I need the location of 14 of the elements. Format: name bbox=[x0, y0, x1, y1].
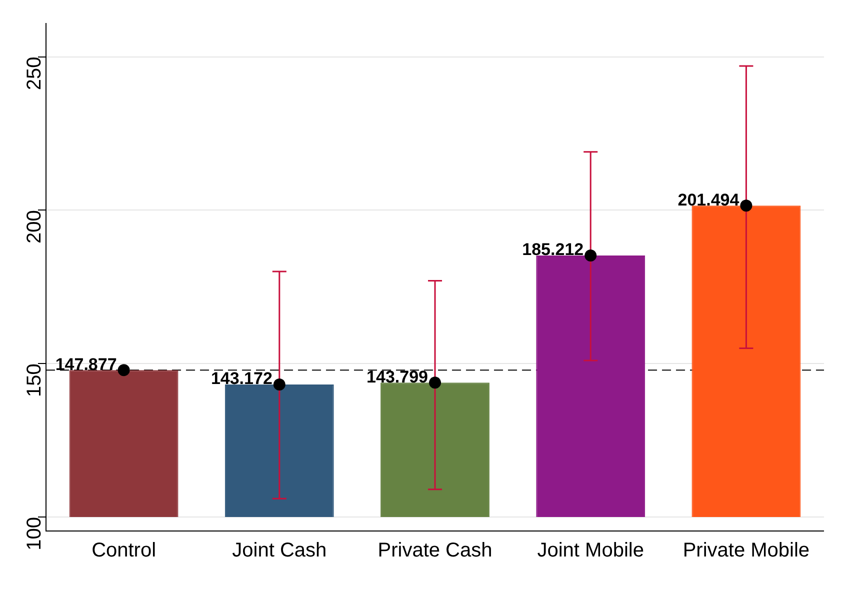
y-tick-label: 200 bbox=[24, 210, 46, 244]
x-tick-label: Private Mobile bbox=[682, 540, 810, 562]
x-tick-label: Joint Cash bbox=[232, 540, 327, 562]
x-tick-label: Private Cash bbox=[378, 540, 492, 562]
y-tick-label: 250 bbox=[24, 56, 46, 90]
data-label: 201.494 bbox=[678, 190, 740, 210]
y-tick-label: 150 bbox=[24, 364, 46, 397]
data-label: 147.877 bbox=[55, 354, 117, 374]
y-tick-label: 100 bbox=[24, 517, 46, 550]
data-label: 185.212 bbox=[522, 240, 584, 260]
x-tick-label: Joint Mobile bbox=[537, 540, 644, 562]
data-label: 143.172 bbox=[210, 369, 272, 388]
data-label: 143.799 bbox=[366, 367, 428, 386]
x-tick-label: Control bbox=[92, 540, 156, 562]
